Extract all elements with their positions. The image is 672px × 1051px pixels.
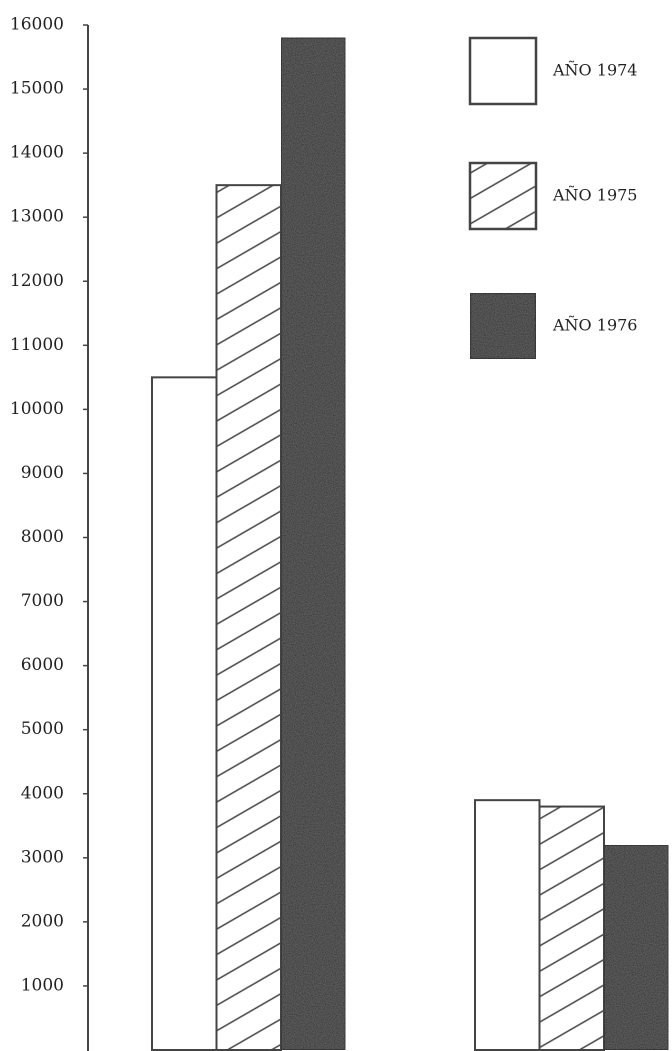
y-tick-label: 12000 [10,271,64,291]
legend-swatch [468,161,538,231]
y-tick-label: 2000 [21,911,64,931]
bar [151,376,218,1051]
y-tick-label: 11000 [10,335,64,355]
y-tick-label: 9000 [21,463,64,483]
y-tick-label: 15000 [10,79,64,99]
y-tick-label: 10000 [10,399,64,419]
bar [474,799,541,1051]
legend-label: AÑO 1976 [552,315,637,335]
y-tick-label: 16000 [10,15,64,35]
y-tick-label: 6000 [21,655,64,675]
y-tick-label: 3000 [21,847,64,867]
bar [603,844,670,1051]
y-tick-label: 7000 [21,591,64,611]
bar [215,184,282,1051]
legend-label: AÑO 1974 [552,60,637,80]
y-tick-label: 1000 [21,975,64,995]
y-tick-label: 5000 [21,719,64,739]
y-tick-label: 14000 [10,143,64,163]
legend-swatch [468,291,538,361]
legend-label: AÑO 1975 [552,185,637,205]
bar [538,805,605,1051]
y-tick-label: 4000 [21,783,64,803]
bar [280,36,347,1051]
y-tick-label: 8000 [21,527,64,547]
legend-swatch [468,36,538,106]
y-tick-label: 13000 [10,207,64,227]
